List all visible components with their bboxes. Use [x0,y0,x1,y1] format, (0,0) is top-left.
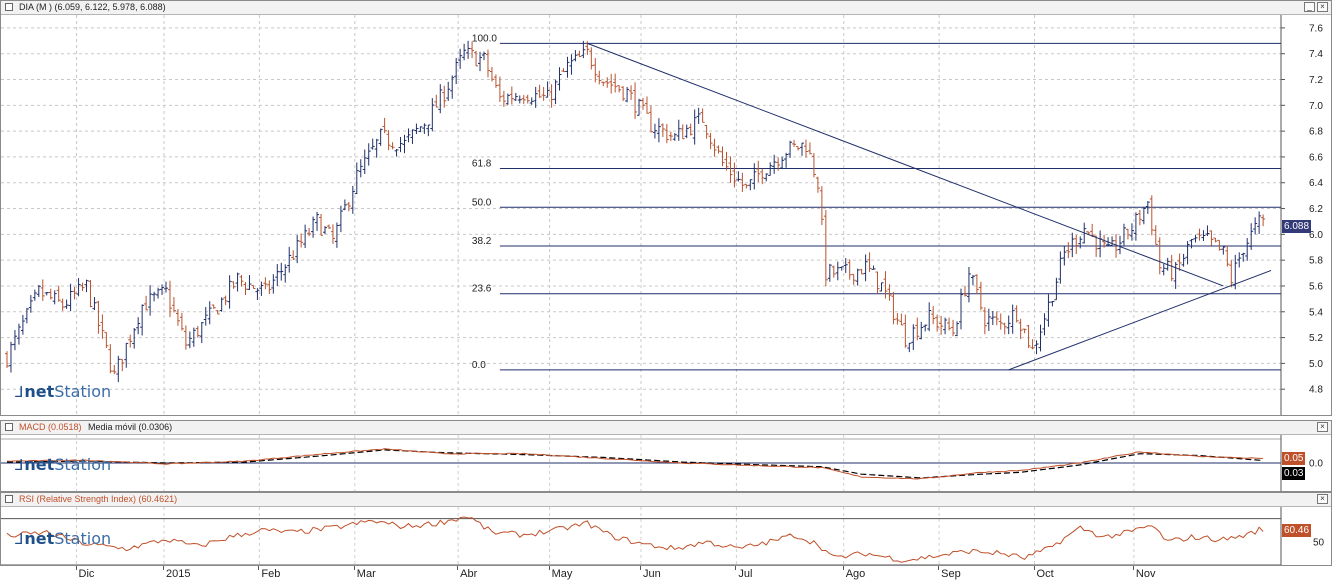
y-tick-label: 5.2 [1309,333,1323,344]
netstation-logo-icon: ⅃ [15,530,24,548]
rsi-titlebar: RSI (Relative Strength Index) (60.4621) … [1,493,1331,507]
netstation-logo: ⅃netStation [15,455,112,474]
fib-level-label: 0.0 [472,360,486,371]
trend-line [587,42,1224,287]
x-tick-label: Oct [1036,568,1054,580]
x-tick [457,566,459,570]
fib-level-label: 23.6 [472,284,492,295]
y-tick-label: 7.4 [1309,49,1323,60]
x-tick-label: Sep [941,568,961,580]
rsi-panel: RSI (Relative Strength Index) (60.4621) … [0,492,1332,566]
x-tick-label: Ago [845,568,866,580]
macd-zero-label: 0.0 [1309,459,1323,470]
y-tick-label: 7.2 [1309,75,1323,86]
trend-line [1008,270,1272,371]
netstation-logo: ⅃netStation [15,382,112,401]
panel-menu-icon[interactable] [5,495,13,503]
y-tick-label: 5.0 [1309,359,1323,370]
x-tick [735,566,737,570]
x-tick-label: Nov [1135,568,1156,580]
x-tick-label: Dic [78,568,95,580]
macd-line [6,448,1264,480]
y-tick-label: 6.8 [1309,127,1323,138]
x-tick [75,566,77,570]
rsi-line [6,516,1264,563]
y-tick-label: 4.8 [1309,385,1323,396]
x-tick-label: Mar [356,568,376,580]
y-tick-label: 5.6 [1309,281,1323,292]
x-tick [938,566,940,570]
x-tick-label: 2015 [166,568,191,580]
y-tick-label: 6.6 [1309,152,1323,163]
x-tick [640,566,641,570]
x-tick-label: Abr [460,568,478,580]
minimize-button[interactable]: _ [1304,2,1315,12]
netstation-logo-icon: ⅃ [15,383,24,401]
signal-line [6,449,1264,479]
y-tick-label: 7.0 [1309,101,1323,112]
macd-chart: 0.0 [1,435,1323,491]
price-panel: DIA (M ) (6.059, 6.122, 5.978, 6.088) _ … [0,0,1332,416]
netstation-logo: ⅃netStation [15,529,112,548]
panel-menu-icon[interactable] [5,3,13,11]
rsi-chart: 50 [1,507,1325,565]
x-tick [258,566,260,570]
fib-level-label: 50.0 [472,197,492,208]
price-titlebar: DIA (M ) (6.059, 6.122, 5.978, 6.088) _ … [1,1,1331,15]
y-tick-label: 6.2 [1309,204,1323,215]
fib-level-label: 61.8 [472,159,492,170]
x-tick-label: Jun [643,568,661,580]
x-tick [548,566,550,570]
macd-last-badge: 0.05 [1282,452,1306,465]
y-tick-label: 5.8 [1309,256,1323,267]
x-tick [1033,566,1035,570]
price-title: DIA (M ) (6.059, 6.122, 5.978, 6.088) [19,2,166,12]
signal-last-badge: 0.03 [1282,467,1306,480]
netstation-logo-icon: ⅃ [15,456,24,474]
macd-titlebar: MACD (0.0518) Media móvil (0.0306) × [1,421,1331,435]
y-tick-label: 7.6 [1309,23,1323,34]
y-tick-label: 5.4 [1309,307,1323,318]
rsi-title: RSI (Relative Strength Index) (60.4621) [19,494,178,504]
x-tick-label: Feb [261,568,281,580]
panel-menu-icon[interactable] [5,423,13,431]
y-tick-label: 6.4 [1309,178,1323,189]
x-tick [1132,566,1134,570]
fib-level-label: 38.2 [472,236,492,247]
close-button[interactable]: × [1317,494,1328,504]
rsi-last-badge: 60.46 [1282,524,1312,537]
fib-level-label: 100.0 [472,33,497,44]
x-tick-label: May [551,568,573,580]
x-tick-label: Jul [738,568,753,580]
x-tick [353,566,355,570]
rsi-level-label: 50 [1313,537,1325,548]
macd-title: MACD (0.0518) [19,422,82,432]
price-last-badge: 6.088 [1282,220,1312,233]
x-axis: Dic 2015 Feb Mar Abr May Jun Jul Ago Sep Oct Nov [0,565,1332,583]
close-button[interactable]: × [1317,422,1328,432]
close-button[interactable]: × [1317,2,1328,12]
macd-panel: MACD (0.0518) Media móvil (0.0306) × 0.0… [0,420,1332,492]
y-tick-label: 6.0 [1309,230,1323,241]
signal-title: Media móvil (0.0306) [88,422,173,432]
x-tick [163,566,164,570]
price-chart: 4.8 5.0 5.2 5.4 5.6 5.8 6.0 6.2 6.4 6.6 6.8 7.0 7.2 7… [1,15,1323,415]
x-tick [842,566,844,570]
